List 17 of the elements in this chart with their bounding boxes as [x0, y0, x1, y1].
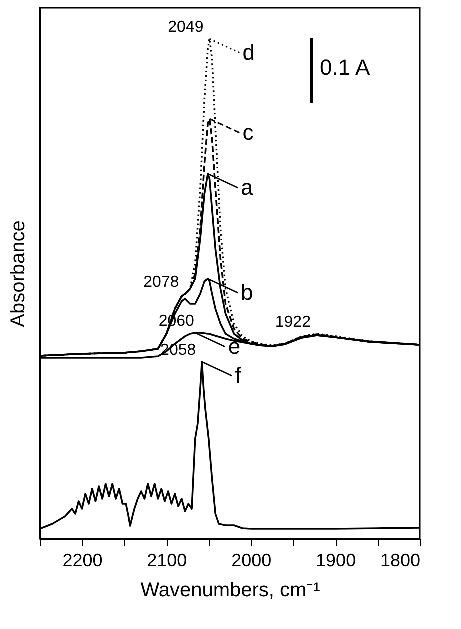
- x-tick-label: 1900: [316, 550, 356, 570]
- annotation: 2078: [144, 274, 180, 291]
- x-tick-label: 2100: [147, 550, 188, 570]
- x-tick-label: 2200: [62, 550, 103, 570]
- legend-label: d: [242, 40, 255, 65]
- legend-label: a: [241, 175, 254, 200]
- annotation: 0.1 A: [320, 55, 370, 80]
- legend-label: b: [241, 280, 254, 305]
- x-axis-title: Wavenumbers, cm⁻¹: [140, 580, 321, 602]
- legend-label: c: [242, 120, 254, 145]
- legend-label: e: [228, 334, 241, 359]
- x-tick-label: 2000: [232, 550, 272, 570]
- legend-label: f: [235, 363, 242, 388]
- annotation: 2049: [168, 19, 204, 36]
- annotation: 1922: [275, 314, 312, 331]
- x-tick-label: 1800: [380, 550, 420, 570]
- y-axis-title: Absorbance: [8, 220, 30, 328]
